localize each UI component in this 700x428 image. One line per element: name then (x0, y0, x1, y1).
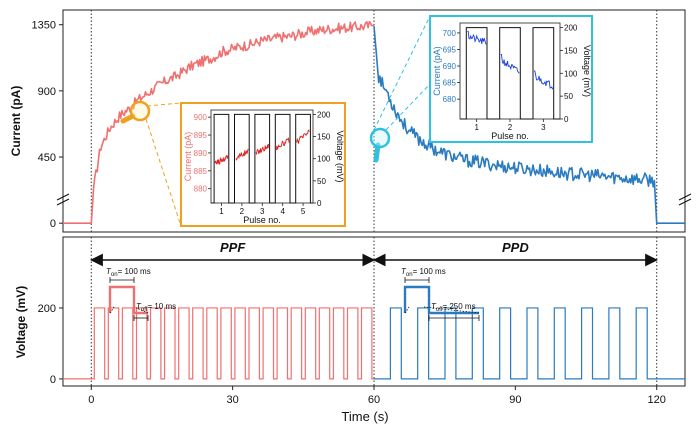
y-tick-label: 0 (50, 374, 56, 386)
x-tick-label: 0 (88, 394, 94, 406)
inset-y2-tick-label: 100 (564, 69, 578, 78)
t-on-label: Ton= 100 ms (106, 267, 151, 278)
voltage-pulse-train-ppf (63, 307, 374, 380)
inset-y-tick-label: 900 (194, 113, 208, 122)
callout-connector (109, 306, 115, 314)
voltage-y-ticks: 0 200 (38, 303, 63, 386)
inset-y-tick-label: 885 (194, 167, 208, 176)
current-series-line-ppf (63, 20, 375, 224)
magnifier-icon-ppf (120, 100, 151, 124)
inset-current-line (235, 148, 249, 161)
inset-x-tick-label: 2 (240, 207, 245, 216)
inset-x-axis-label: Pulse no. (491, 131, 529, 141)
inset-y2-tick-label: 200 (317, 110, 331, 119)
inset-y-tick-label: 895 (194, 131, 208, 140)
inset-current-line (214, 154, 229, 166)
inset-x-axis-label: Pulse no. (243, 215, 281, 225)
zoom-line (146, 102, 182, 107)
inset-x-tick-label: 3 (260, 207, 265, 216)
inset-y-axis-label: Current (pA) (183, 132, 193, 182)
ppd-inset: 680 685 690 695 700 0 50 100 150 200 Current (pA) V… (429, 15, 593, 143)
y-tick-label: 900 (38, 86, 56, 98)
inset-y-tick-label: 680 (443, 95, 457, 104)
inset-x-tick-label: 1 (219, 207, 224, 216)
inset-y2-tick-label: 50 (564, 92, 573, 101)
phase-label-ppf: PPF (220, 240, 246, 255)
t-off-label: Toff= 250 ms (431, 302, 476, 313)
inset-y-axis-label: Current (pA) (432, 46, 442, 96)
inset-y-tick-label: 685 (443, 79, 457, 88)
inset-voltage-pulses (460, 27, 560, 120)
inset-current-line (467, 30, 487, 45)
voltage-y-axis-label: Voltage (mV) (14, 286, 28, 358)
inset-y2-tick-label: 0 (317, 199, 322, 208)
inset-y2-tick-label: 150 (564, 46, 578, 55)
inset-y2-axis-label: Voltage (mV) (335, 130, 345, 182)
y-tick-label: 200 (38, 303, 56, 315)
inset-current-line (296, 129, 310, 144)
callout-connector (423, 306, 480, 314)
inset-y-tick-label: 700 (443, 29, 457, 38)
inset-x-tick-label: 5 (301, 207, 306, 216)
inset-y2-tick-label: 150 (317, 133, 331, 142)
inset-y2-tick-label: 100 (317, 155, 331, 164)
y-tick-label: 450 (38, 152, 56, 164)
magnifier-icon-ppd (369, 127, 391, 163)
t-off-label: Toff= 10 ms (136, 302, 176, 313)
zoom-line (385, 83, 431, 131)
inset-current-line (255, 143, 270, 156)
inset-current-line (534, 70, 554, 90)
voltage-panel: 0 200 0 30 60 90 120 PPF Ton= 100 ms Toff= 10 m… (14, 236, 686, 424)
inset-x-tick-label: 2 (508, 123, 513, 132)
inset-current-line (275, 137, 290, 151)
current-series (63, 20, 685, 224)
phase-annotations: PPF Ton= 100 ms Toff= 10 ms PPD Ton= 100 ms T… (90, 240, 658, 321)
phase-label-ppd: PPD (502, 240, 529, 255)
voltage-pulse-train-ppd (374, 307, 685, 380)
time-x-ticks: 0 30 60 90 120 (88, 386, 666, 406)
inset-y2-axis-label: Voltage (mV) (582, 45, 592, 97)
y-tick-label: 0 (50, 218, 56, 230)
zoom-line (373, 15, 431, 131)
inset-current-line (500, 53, 520, 74)
inset-voltage-pulses (211, 113, 313, 204)
current-y-ticks: 0 450 900 1350 (32, 20, 63, 230)
inset-y-tick-label: 695 (443, 45, 457, 54)
inset-y-tick-label: 890 (194, 149, 208, 158)
x-tick-label: 90 (509, 394, 521, 406)
inset-y2-tick-label: 200 (564, 24, 578, 33)
callout-connector (404, 306, 410, 314)
inset-y2-tick-label: 50 (317, 177, 326, 186)
inset-x-tick-label: 4 (280, 207, 285, 216)
time-x-axis-label: Time (s) (341, 409, 388, 424)
inset-x-tick-label: 3 (541, 123, 546, 132)
current-y-axis-label: Current (pA) (9, 86, 23, 157)
pulse-callout-shape (403, 285, 479, 315)
inset-x-tick-label: 1 (474, 123, 479, 132)
current-series-line-ppd (373, 26, 685, 224)
callout-connector (133, 306, 149, 314)
t-on-label: Ton= 100 ms (401, 267, 446, 278)
inset-y-tick-label: 880 (194, 185, 208, 194)
inset-y-tick-label: 690 (443, 62, 457, 71)
x-tick-label: 30 (227, 394, 239, 406)
x-tick-label: 120 (648, 394, 666, 406)
x-tick-label: 60 (368, 394, 380, 406)
y-tick-label: 1350 (32, 20, 56, 32)
pulse-callout-shape (108, 285, 148, 315)
axis-break-left (56, 193, 70, 206)
voltage-pulse-trains (63, 307, 685, 380)
ppf-inset: 880 885 890 895 900 0 50 100 150 200 Current (pA) V… (180, 102, 346, 227)
inset-y2-tick-label: 0 (564, 115, 569, 124)
axis-break-right (678, 193, 692, 206)
zoom-line (145, 118, 182, 227)
